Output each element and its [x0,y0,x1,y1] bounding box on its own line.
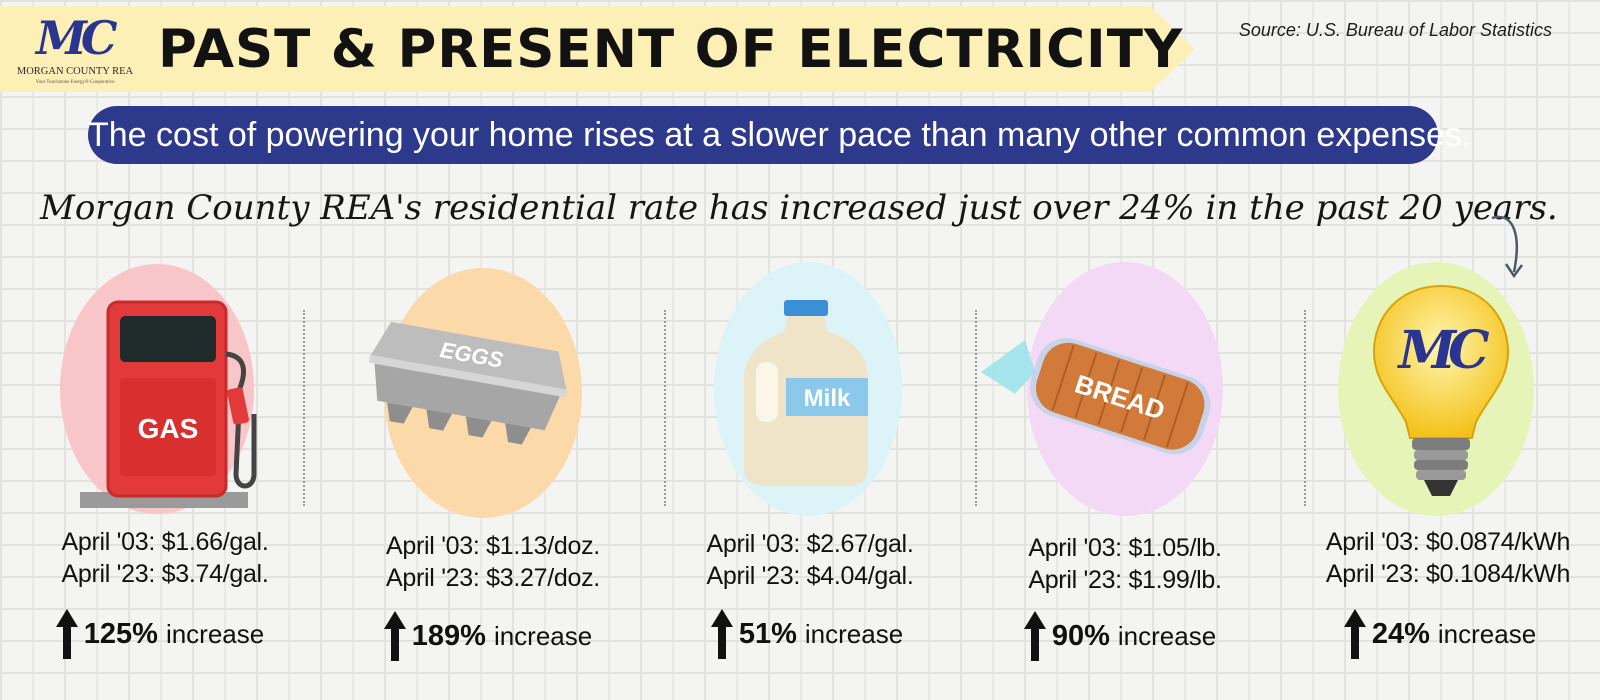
bread-column: BREAD April '03: $1.05/lb. April '23: $1… [975,258,1275,698]
logo-name: MORGAN COUNTY REA [16,66,134,77]
eggs-column: EGGS April '03: $1.13/doz. April '23: $3… [338,258,638,698]
bread-present-price: April '23: $1.99/lb. [1028,566,1222,594]
electricity-increase-label: increase [1437,618,1537,649]
milk-increase-label: increase [804,618,904,649]
bulb-logo-text: MC [1397,320,1490,381]
column-divider [303,310,305,506]
light-bulb-icon: MC [1372,284,1510,496]
subtitle-banner: The cost of powering your home rises at … [88,106,1471,164]
eggs-increase-label: increase [493,620,593,651]
up-arrow-icon [55,609,78,659]
logo-tagline: Your Touchstone Energy® Cooperative [35,80,115,85]
headline: Morgan County REA's residential rate has… [40,188,1558,228]
eggs-increase: 189% increase [338,610,638,662]
header-banner [0,6,1195,92]
bread-increase: 90% increase [970,610,1270,662]
milk-increase: 51% increase [657,608,957,660]
up-arrow-icon [1023,611,1046,661]
eggs-percent: 189% [411,619,486,652]
gas-label: GAS [138,413,199,444]
source-note: Source: U.S. Bureau of Labor Statistics [1238,20,1552,40]
gas-present-price: April '23: $3.74/gal. [61,560,269,588]
electricity-percent: 24% [1371,617,1430,650]
gas-past-price: April '03: $1.66/gal. [61,528,269,556]
bread-past-price: April '03: $1.05/lb. [1028,534,1222,562]
up-arrow-icon [383,611,406,661]
up-arrow-icon [710,609,733,659]
column-divider [664,310,666,506]
gas-increase: 125% increase [10,608,310,660]
logo: MC MORGAN COUNTY REA Your Touchstone Ene… [16,10,134,90]
logo-mark-text: MC [36,11,117,65]
milk-column: Milk April '03: $2.67/gal. April '23: $4… [662,258,962,698]
gas-pump-icon: GAS [80,300,257,508]
curved-arrow-icon [1491,215,1524,279]
electricity-column: MC April '03: $0.0874/kWh April '23: $0.… [1290,258,1590,698]
bread-increase-label: increase [1117,620,1217,651]
page-title: PAST & PRESENT OF ELECTRICITY [158,19,1184,80]
gas-percent: 125% [83,617,158,650]
column-divider [1304,310,1306,506]
column-divider [975,310,977,506]
gas-column: GAS April '03: $1.66/gal. April '23: $3.… [10,258,310,698]
egg-carton-icon: EGGS [368,321,568,445]
eggs-present-price: April '23: $3.27/doz. [386,564,600,592]
milk-present-price: April '23: $4.04/gal. [706,562,914,590]
milk-past-price: April '03: $2.67/gal. [706,530,914,558]
logo-mark: MC [36,10,117,66]
electricity-increase: 24% increase [1290,608,1590,660]
eggs-past-price: April '03: $1.13/doz. [386,532,600,560]
up-arrow-icon [1343,609,1366,659]
bread-percent: 90% [1051,619,1110,652]
gas-increase-label: increase [165,618,265,649]
electricity-present-price: April '23: $0.1084/kWh [1325,560,1571,588]
milk-jug-icon: Milk [744,300,868,486]
bread-loaf-icon: BREAD [981,338,1211,455]
milk-label: Milk [804,385,851,412]
milk-percent: 51% [738,617,797,650]
electricity-past-price: April '03: $0.0874/kWh [1325,528,1571,556]
